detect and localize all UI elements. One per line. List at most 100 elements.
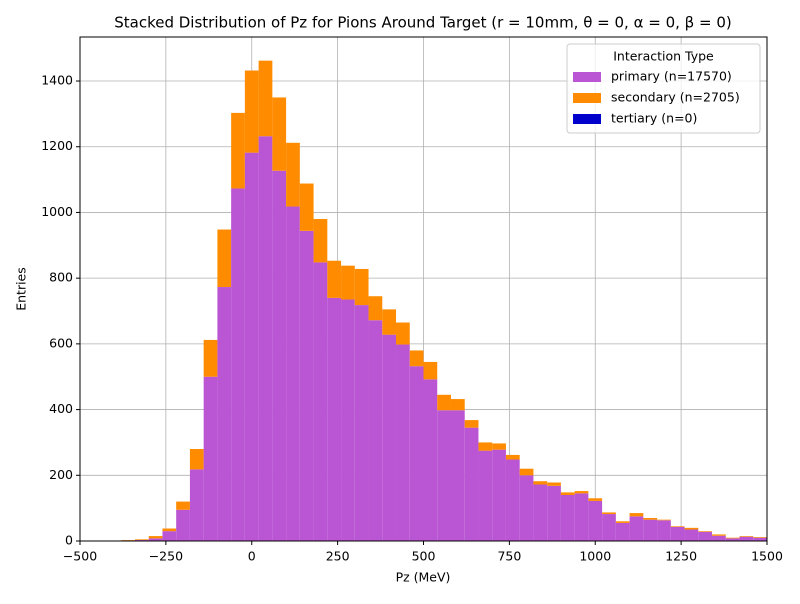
x-axis-label: Pz (MeV)	[396, 570, 451, 585]
bar-segment	[341, 266, 355, 300]
y-tick-label: 1200	[41, 138, 73, 153]
bar-segment	[478, 451, 492, 541]
bar-segment	[602, 512, 616, 514]
bar-segment	[630, 513, 644, 516]
bar-segment	[382, 309, 396, 334]
bar-segment	[437, 395, 451, 410]
bar-segment	[575, 491, 589, 493]
y-tick-label: 800	[49, 270, 73, 285]
bar-segment	[561, 495, 575, 541]
bar-segment	[630, 516, 644, 541]
legend-label: primary (n=17570)	[611, 69, 732, 84]
chart-title: Stacked Distribution of Pz for Pions Aro…	[114, 14, 731, 32]
bar-segment	[437, 410, 451, 541]
bar-segment	[616, 521, 630, 523]
legend-swatch	[573, 93, 601, 103]
x-tick-label: 1000	[579, 549, 611, 564]
bar-segment	[492, 443, 506, 449]
x-tick-label: 750	[497, 549, 521, 564]
bar-segment	[135, 539, 149, 540]
bar-segment	[245, 71, 259, 153]
legend-label: secondary (n=2705)	[611, 90, 740, 105]
bar-segment	[162, 531, 176, 541]
x-tick-label: 1250	[665, 549, 697, 564]
bar-segment	[217, 287, 231, 541]
y-axis-label: Entries	[14, 267, 29, 311]
bar-segment	[520, 475, 534, 541]
x-tick-label: 1500	[751, 549, 783, 564]
bar-segment	[547, 483, 561, 486]
legend-swatch	[573, 114, 601, 124]
bar-segment	[286, 207, 300, 541]
bar-segment	[286, 143, 300, 207]
bar-segment	[643, 518, 657, 520]
bar-segment	[547, 486, 561, 541]
y-tick-label: 0	[65, 533, 73, 548]
bar-segment	[396, 345, 410, 541]
bar-segment	[671, 526, 685, 527]
bar-segment	[698, 531, 712, 532]
x-tick-label: −500	[63, 549, 97, 564]
bar-segment	[616, 523, 630, 541]
bar-segment	[465, 420, 479, 428]
bar-segment	[602, 514, 616, 541]
bar-segment	[465, 428, 479, 541]
x-tick-label: 500	[412, 549, 436, 564]
bar-segment	[753, 537, 767, 538]
bar-segment	[712, 536, 726, 541]
bar-segment	[410, 350, 424, 366]
bar-segment	[272, 97, 286, 170]
bar-segment	[588, 498, 602, 501]
bar-segment	[424, 379, 438, 541]
bar-segment	[231, 113, 245, 189]
bar-segment	[451, 399, 465, 410]
bar-segment	[300, 184, 314, 231]
bar-segment	[162, 529, 176, 532]
bar-segment	[231, 188, 245, 541]
bar-segment	[740, 536, 754, 537]
bar-segment	[327, 261, 341, 298]
bar-segment	[369, 296, 383, 320]
bar-segment	[341, 300, 355, 541]
bar-segment	[382, 335, 396, 541]
bar-segment	[712, 534, 726, 535]
x-tick-label: 250	[326, 549, 350, 564]
y-tick-label: 1400	[41, 73, 73, 88]
bar-segment	[492, 450, 506, 541]
bar-segment	[588, 501, 602, 541]
bar-segment	[533, 484, 547, 541]
legend-label: tertiary (n=0)	[611, 111, 697, 126]
bar-segment	[506, 460, 520, 541]
bar-segment	[506, 455, 520, 460]
bar-segment	[149, 536, 163, 538]
y-tick-label: 1000	[41, 204, 73, 219]
legend-title: Interaction Type	[613, 49, 714, 64]
x-tick-label: −250	[149, 549, 183, 564]
bar-segment	[396, 323, 410, 345]
bar-segment	[300, 231, 314, 541]
bar-segment	[424, 362, 438, 379]
bar-segment	[355, 305, 369, 541]
y-tick-label: 200	[49, 467, 73, 482]
bar-segment	[327, 298, 341, 541]
bar-segment	[657, 520, 671, 521]
bar-segment	[451, 410, 465, 541]
bar-segment	[575, 493, 589, 541]
bar-segment	[245, 153, 259, 541]
y-tick-label: 600	[49, 335, 73, 350]
bar-segment	[671, 527, 685, 541]
bar-segment	[190, 469, 204, 541]
bar-segment	[176, 510, 190, 541]
bar-segment	[259, 136, 273, 541]
bar-segment	[369, 320, 383, 541]
bar-segment	[478, 442, 492, 450]
bar-segment	[259, 61, 273, 137]
bar-segment	[685, 528, 699, 530]
bar-segment	[314, 219, 328, 262]
legend: Interaction Type primary (n=17570) seconda…	[567, 44, 760, 133]
bar-segment	[561, 492, 575, 495]
bar-segment	[520, 469, 534, 476]
bar-segment	[314, 262, 328, 541]
